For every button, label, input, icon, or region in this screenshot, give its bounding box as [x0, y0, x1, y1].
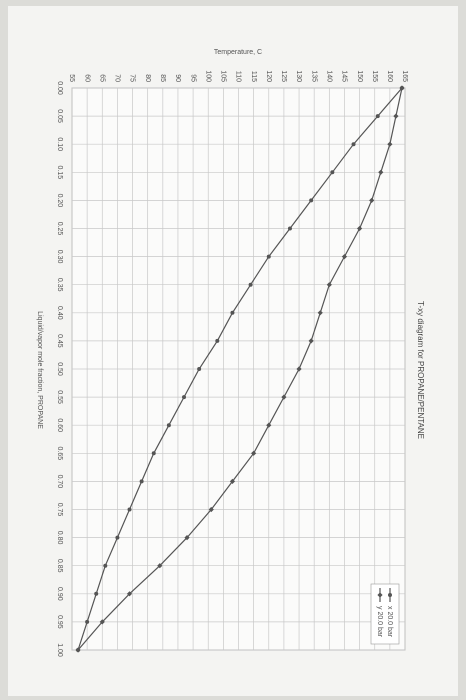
- x-tick-label: 0.25: [56, 222, 63, 236]
- x-tick-label: 0.65: [56, 446, 63, 460]
- x-tick-label: 0.45: [56, 334, 63, 348]
- x-tick-label: 0.10: [56, 137, 63, 151]
- data-point: [266, 254, 271, 259]
- data-point: [326, 282, 332, 288]
- data-point: [308, 338, 314, 344]
- data-point: [115, 535, 120, 540]
- y-tick-label: 100: [204, 70, 211, 82]
- y-tick-label: 105: [220, 70, 227, 82]
- x-tick-label: 0.90: [56, 587, 63, 601]
- data-point: [399, 85, 405, 91]
- legend-label: x 20.0 bar: [386, 606, 393, 638]
- data-point: [75, 647, 81, 653]
- data-point: [378, 169, 384, 175]
- data-point: [94, 591, 99, 596]
- x-tick-label: 0.05: [56, 109, 63, 123]
- legend-marker: [388, 593, 392, 597]
- data-point: [99, 619, 105, 625]
- data-point: [281, 394, 287, 400]
- x-tick-label: 0.55: [56, 390, 63, 404]
- y-tick-label: 55: [68, 74, 75, 82]
- x-tick-label: 0.00: [56, 81, 63, 95]
- y-tick-label: 120: [265, 70, 272, 82]
- x-tick-label: 0.80: [56, 531, 63, 545]
- data-point: [330, 170, 335, 175]
- y-tick-label: 150: [356, 70, 363, 82]
- data-point: [85, 619, 90, 624]
- y-tick-label: 70: [114, 74, 121, 82]
- chart: T-xy diagram for PROPANE/PENTANE Liquid/…: [36, 49, 425, 657]
- legend-marker: [377, 592, 383, 598]
- x-tick-label: 0.85: [56, 559, 63, 573]
- x-tick-label: 0.30: [56, 250, 63, 264]
- y-tick-label: 75: [129, 74, 136, 82]
- data-point: [266, 422, 272, 428]
- y-tick-label: 160: [386, 70, 393, 82]
- data-point: [393, 113, 399, 119]
- legend-label: y 20.0 bar: [376, 606, 383, 638]
- y-tick-label: 65: [98, 74, 105, 82]
- data-point: [356, 225, 363, 232]
- y-tick-label: 95: [189, 74, 196, 82]
- data-point: [182, 395, 187, 400]
- data-point: [103, 563, 108, 568]
- y-tick-label: 90: [174, 74, 181, 82]
- x-tick-label: 0.75: [56, 503, 63, 517]
- data-point: [184, 535, 190, 541]
- data-point: [248, 282, 253, 287]
- data-point: [375, 114, 380, 119]
- data-point: [208, 506, 214, 513]
- x-tick-label: 0.20: [56, 194, 63, 208]
- chart-title: T-xy diagram for PROPANE/PENTANE: [416, 301, 425, 439]
- data-point: [317, 310, 323, 316]
- x-tick-label: 0.40: [56, 306, 63, 320]
- x-tick-label: 0.50: [56, 362, 63, 376]
- data-point: [126, 591, 133, 597]
- y-tick-label: 165: [401, 70, 408, 82]
- data-point: [296, 366, 302, 372]
- y-tick-label: 60: [83, 74, 90, 82]
- y-tick-label: 80: [144, 74, 151, 82]
- data-point: [287, 226, 292, 231]
- data-point: [230, 310, 235, 315]
- data-point: [157, 563, 163, 569]
- x-tick-label: 0.70: [56, 475, 63, 489]
- y-tick-label: 155: [371, 70, 378, 82]
- data-point: [127, 507, 132, 512]
- data-point: [229, 478, 236, 484]
- x-tick-label: 1.00: [56, 643, 63, 657]
- data-point: [151, 451, 156, 456]
- y-tick-label: 140: [325, 70, 332, 82]
- y-tick-label: 125: [280, 70, 287, 82]
- x-tick-label: 0.35: [56, 278, 63, 292]
- data-point: [166, 423, 171, 428]
- y-tick-label: 85: [159, 74, 166, 82]
- data-point: [341, 254, 348, 260]
- legend-box: [370, 583, 400, 645]
- x-tick-label: 0.15: [56, 165, 63, 179]
- x-tick-label: 0.95: [56, 615, 63, 629]
- data-point: [215, 338, 220, 343]
- y-tick-label: 110: [235, 71, 242, 82]
- data-point: [139, 479, 144, 484]
- y-tick-label: 145: [341, 70, 348, 82]
- x-axis-title: Liquid/vapor mole fraction, PROPANE: [36, 311, 43, 429]
- data-point: [309, 198, 314, 203]
- y-axis-title: Temperature, C: [214, 49, 262, 56]
- y-tick-label: 115: [250, 71, 257, 82]
- y-tick-label: 130: [295, 70, 302, 82]
- data-point: [251, 450, 257, 456]
- x-tick-label: 0.60: [56, 418, 63, 432]
- data-point: [197, 367, 202, 371]
- data-point: [351, 142, 356, 147]
- y-tick-label: 135: [310, 70, 317, 82]
- data-point: [387, 141, 393, 147]
